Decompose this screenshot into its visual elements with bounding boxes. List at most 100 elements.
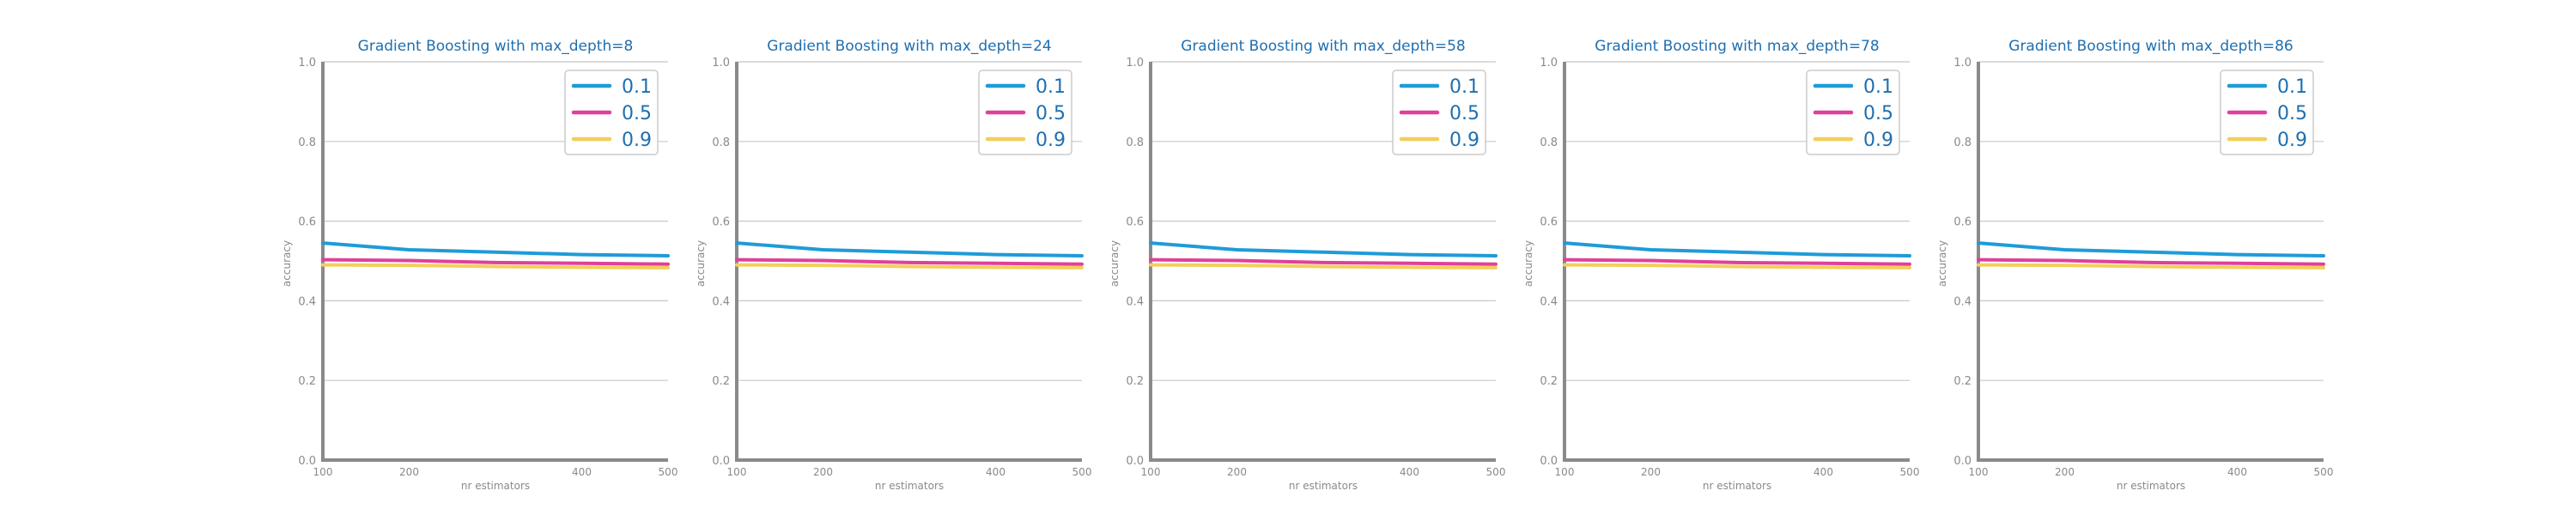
legend: 0.1 0.5 0.9	[564, 70, 659, 155]
x-axis-label: nr estimators	[1703, 480, 1771, 492]
legend-label: 0.5	[1036, 103, 1066, 124]
series-line-0.1	[321, 241, 670, 258]
legend-label: 0.9	[1449, 130, 1479, 151]
x-tick-label: 500	[1900, 466, 1920, 478]
y-tick-label: 1.0	[1953, 57, 1971, 70]
y-axis-label: accuracy	[1522, 240, 1534, 287]
y-tick-label: 0.0	[712, 455, 730, 468]
x-tick-label: 500	[2314, 466, 2334, 478]
legend-label: 0.1	[1863, 76, 1893, 98]
x-tick-label: 400	[2227, 466, 2247, 478]
series-line-0.9	[1977, 263, 2325, 270]
series-line-0.5	[1563, 258, 1911, 266]
y-tick-label: 0.8	[712, 136, 730, 149]
chart-panel-4: Gradient Boosting with max_depth=78 0.0 0.…	[1522, 38, 1919, 492]
y-tick-label: 0.6	[712, 216, 730, 229]
y-tick-label: 0.2	[1540, 375, 1558, 388]
y-tick-label: 0.2	[298, 375, 316, 388]
x-tick-label: 100	[1555, 466, 1575, 478]
x-tick-label: 400	[1400, 466, 1419, 478]
x-tick-label: 500	[1486, 466, 1506, 478]
x-tick-label: 200	[1641, 466, 1661, 478]
y-tick-label: 0.0	[1126, 455, 1144, 468]
y-axis-label: accuracy	[1109, 240, 1121, 287]
y-axis-label: accuracy	[1936, 240, 1948, 287]
chart-panel-3: Gradient Boosting with max_depth=58 0.0 0.…	[1109, 38, 1505, 492]
series-line-0.5	[1977, 258, 2325, 266]
y-tick-label: 0.2	[1953, 375, 1971, 388]
chart-title: Gradient Boosting with max_depth=24	[767, 38, 1051, 55]
legend: 0.1 0.5 0.9	[1806, 70, 1900, 155]
y-tick-label: 0.8	[298, 136, 316, 149]
series-line-0.1	[1563, 241, 1911, 258]
x-tick-label: 500	[659, 466, 678, 478]
y-tick-label: 0.4	[298, 295, 316, 308]
chart-panel-1: Gradient Boosting with max_depth=8 0.0 0.2…	[281, 38, 677, 492]
legend-label: 0.1	[622, 76, 652, 98]
series-line-0.9	[321, 263, 670, 270]
legend-label: 0.5	[2277, 103, 2307, 124]
x-tick-label: 200	[813, 466, 833, 478]
legend-label: 0.9	[2277, 130, 2307, 151]
series-line-0.9	[1149, 263, 1498, 270]
x-tick-label: 400	[986, 466, 1005, 478]
legend: 0.1 0.5 0.9	[1392, 70, 1486, 155]
chart-title: Gradient Boosting with max_depth=78	[1595, 38, 1879, 55]
y-axis-label: accuracy	[281, 240, 293, 287]
y-tick-label: 0.4	[1953, 295, 1971, 308]
y-tick-label: 0.0	[1953, 455, 1971, 468]
y-tick-label: 0.6	[298, 216, 316, 229]
y-tick-label: 0.6	[1953, 216, 1971, 229]
chart-title: Gradient Boosting with max_depth=58	[1181, 38, 1465, 55]
x-tick-label: 200	[399, 466, 419, 478]
series-line-0.5	[735, 258, 1084, 266]
y-tick-label: 1.0	[1540, 57, 1558, 70]
y-tick-label: 0.8	[1540, 136, 1558, 149]
x-tick-label: 200	[2055, 466, 2075, 478]
y-tick-label: 0.0	[1540, 455, 1558, 468]
chart-panel-5: Gradient Boosting with max_depth=86 0.0 0.…	[1936, 38, 2333, 492]
series-line-0.9	[1563, 263, 1911, 270]
legend-label: 0.9	[1863, 130, 1893, 151]
series-line-0.5	[321, 258, 670, 266]
x-tick-label: 100	[313, 466, 333, 478]
series-line-0.9	[735, 263, 1084, 270]
x-axis-label: nr estimators	[875, 480, 944, 492]
series-line-0.1	[1977, 241, 2325, 258]
x-tick-label: 100	[1969, 466, 1989, 478]
y-tick-label: 0.0	[298, 455, 316, 468]
series-line-0.5	[1149, 258, 1498, 266]
x-tick-label: 100	[727, 466, 747, 478]
chart-title: Gradient Boosting with max_depth=86	[2008, 38, 2293, 55]
legend-label: 0.9	[622, 130, 652, 151]
y-tick-label: 0.6	[1540, 216, 1558, 229]
y-tick-label: 0.4	[1540, 295, 1558, 308]
y-tick-label: 0.6	[1126, 216, 1144, 229]
y-tick-label: 1.0	[298, 57, 316, 70]
legend-label: 0.1	[1036, 76, 1066, 98]
x-tick-label: 100	[1141, 466, 1161, 478]
x-axis-label: nr estimators	[461, 480, 530, 492]
legend-label: 0.9	[1036, 130, 1066, 151]
x-tick-label: 400	[572, 466, 592, 478]
x-tick-label: 500	[1072, 466, 1092, 478]
series-line-0.1	[1149, 241, 1498, 258]
legend: 0.1 0.5 0.9	[2220, 70, 2314, 155]
y-axis-label: accuracy	[695, 240, 707, 287]
series-line-0.1	[735, 241, 1084, 258]
y-tick-label: 0.8	[1953, 136, 1971, 149]
y-tick-label: 0.8	[1126, 136, 1144, 149]
y-tick-label: 1.0	[1126, 57, 1144, 70]
y-tick-label: 0.4	[1126, 295, 1144, 308]
legend-label: 0.1	[2277, 76, 2307, 98]
y-tick-label: 0.4	[712, 295, 730, 308]
legend-label: 0.1	[1449, 76, 1479, 98]
chart-title: Gradient Boosting with max_depth=8	[358, 38, 634, 55]
x-axis-label: nr estimators	[2117, 480, 2185, 492]
y-tick-label: 0.2	[712, 375, 730, 388]
legend-label: 0.5	[622, 103, 652, 124]
y-tick-label: 1.0	[712, 57, 730, 70]
chart-panel-2: Gradient Boosting with max_depth=24 0.0 0.…	[695, 38, 1091, 492]
legend: 0.1 0.5 0.9	[978, 70, 1072, 155]
